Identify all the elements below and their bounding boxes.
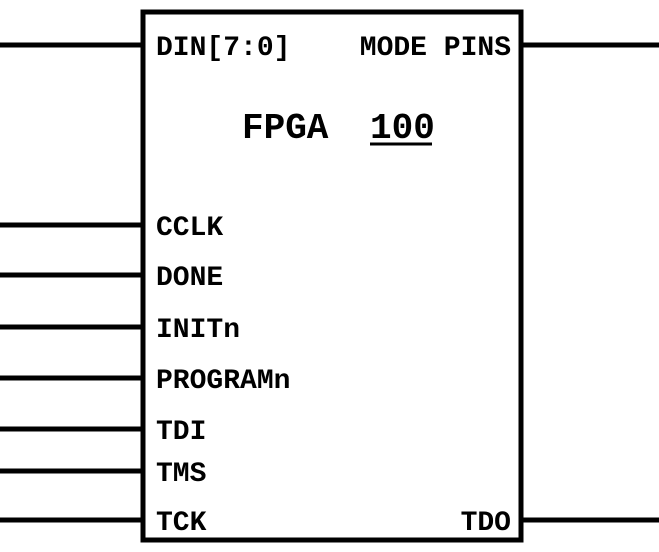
- block-title-prefix: FPGA: [242, 108, 329, 149]
- pin-label: CCLK: [156, 213, 223, 244]
- pin-label: PROGRAMn: [156, 366, 290, 397]
- pin-label: TDO: [461, 508, 511, 539]
- pin-label: DIN[7:0]: [156, 33, 290, 64]
- pin-label: TCK: [156, 508, 207, 539]
- pin-label: TMS: [156, 459, 206, 490]
- pin-label: TDI: [156, 417, 206, 448]
- pin-label: MODE PINS: [360, 33, 511, 64]
- pin-label: INITn: [156, 315, 240, 346]
- pin-label: DONE: [156, 263, 223, 294]
- fpga-block-diagram: DIN[7:0] CCLK DONE INITn PROGRAMn TDI TMS TCK M…: [0, 0, 659, 552]
